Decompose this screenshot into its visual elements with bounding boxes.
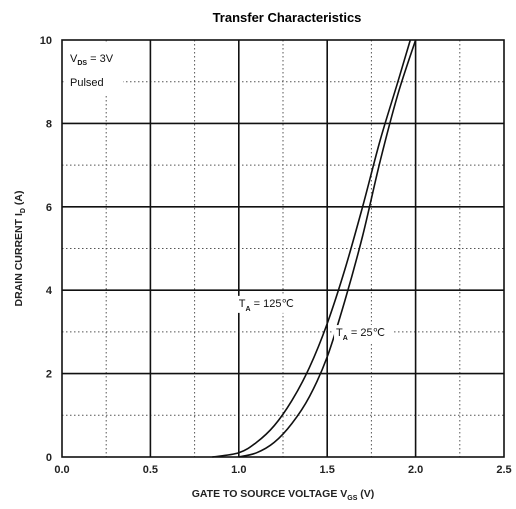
x-axis-label-suffix: (V) [357,488,374,500]
series-line-1 [238,39,417,458]
x-axis-label-prefix: GATE TO SOURCE VOLTAGE V [192,488,348,500]
x-tick-label: 0.0 [54,464,69,476]
curve-label-25c-sub: A [343,335,348,342]
y-axis-label-prefix: DRAIN CURRENT I [13,213,25,306]
conditions-background [65,44,123,94]
curve-label-125c-suffix: = 125℃ [251,298,294,310]
condition-vds: VDS = 3V [70,53,114,67]
curves [212,39,417,458]
condition-vds-suffix: = 3V [87,53,114,65]
x-axis-label: GATE TO SOURCE VOLTAGE VGS (V) [192,488,375,502]
y-tick-label: 10 [40,35,52,47]
curve-label-bg-125 [236,295,305,313]
y-tick-label: 0 [46,452,52,464]
x-tick-label: 1.0 [231,464,246,476]
x-tick-label: 2.0 [408,464,423,476]
y-axis-label-sub: D [20,208,27,213]
chart-title: Transfer Characteristics [213,10,362,25]
x-axis-label-sub: GS [347,495,357,502]
curve-label-25c-suffix: = 25℃ [348,327,385,339]
curve-label-125c-sub: A [246,306,251,313]
curve-label-25c-prefix: T [336,327,343,339]
condition-pulsed-text: Pulsed [70,77,104,89]
grid [62,40,504,457]
y-tick-label: 8 [46,118,52,130]
condition-pulsed: Pulsed [70,77,104,89]
x-tick-label: 1.5 [320,464,335,476]
plot-frame [61,39,505,458]
condition-vds-sub: DS [77,60,87,67]
x-tick-label: 2.5 [496,464,511,476]
curve-label-125c-prefix: T [239,298,246,310]
y-tick-label: 4 [46,285,53,297]
x-tick-label: 0.5 [143,464,158,476]
y-tick-label: 6 [46,202,52,214]
conditions-box: VDS = 3V Pulsed [65,44,123,94]
y-tick-label: 2 [46,369,52,381]
y-axis-label-suffix: (A) [13,191,25,209]
curve-label-125c: TA = 125℃ [239,298,294,313]
series-line-0 [212,39,412,458]
y-axis-label: DRAIN CURRENT ID (A) [13,191,27,307]
tick-labels: 0.0 0.5 1.0 1.5 2.0 2.5 0 2 4 6 8 10 [40,35,512,476]
curve-label-bg-25 [334,325,395,343]
curve-labels: TA = 125℃ TA = 25℃ [236,295,395,343]
condition-vds-prefix: V [70,53,78,65]
curve-label-25c: TA = 25℃ [336,327,385,342]
